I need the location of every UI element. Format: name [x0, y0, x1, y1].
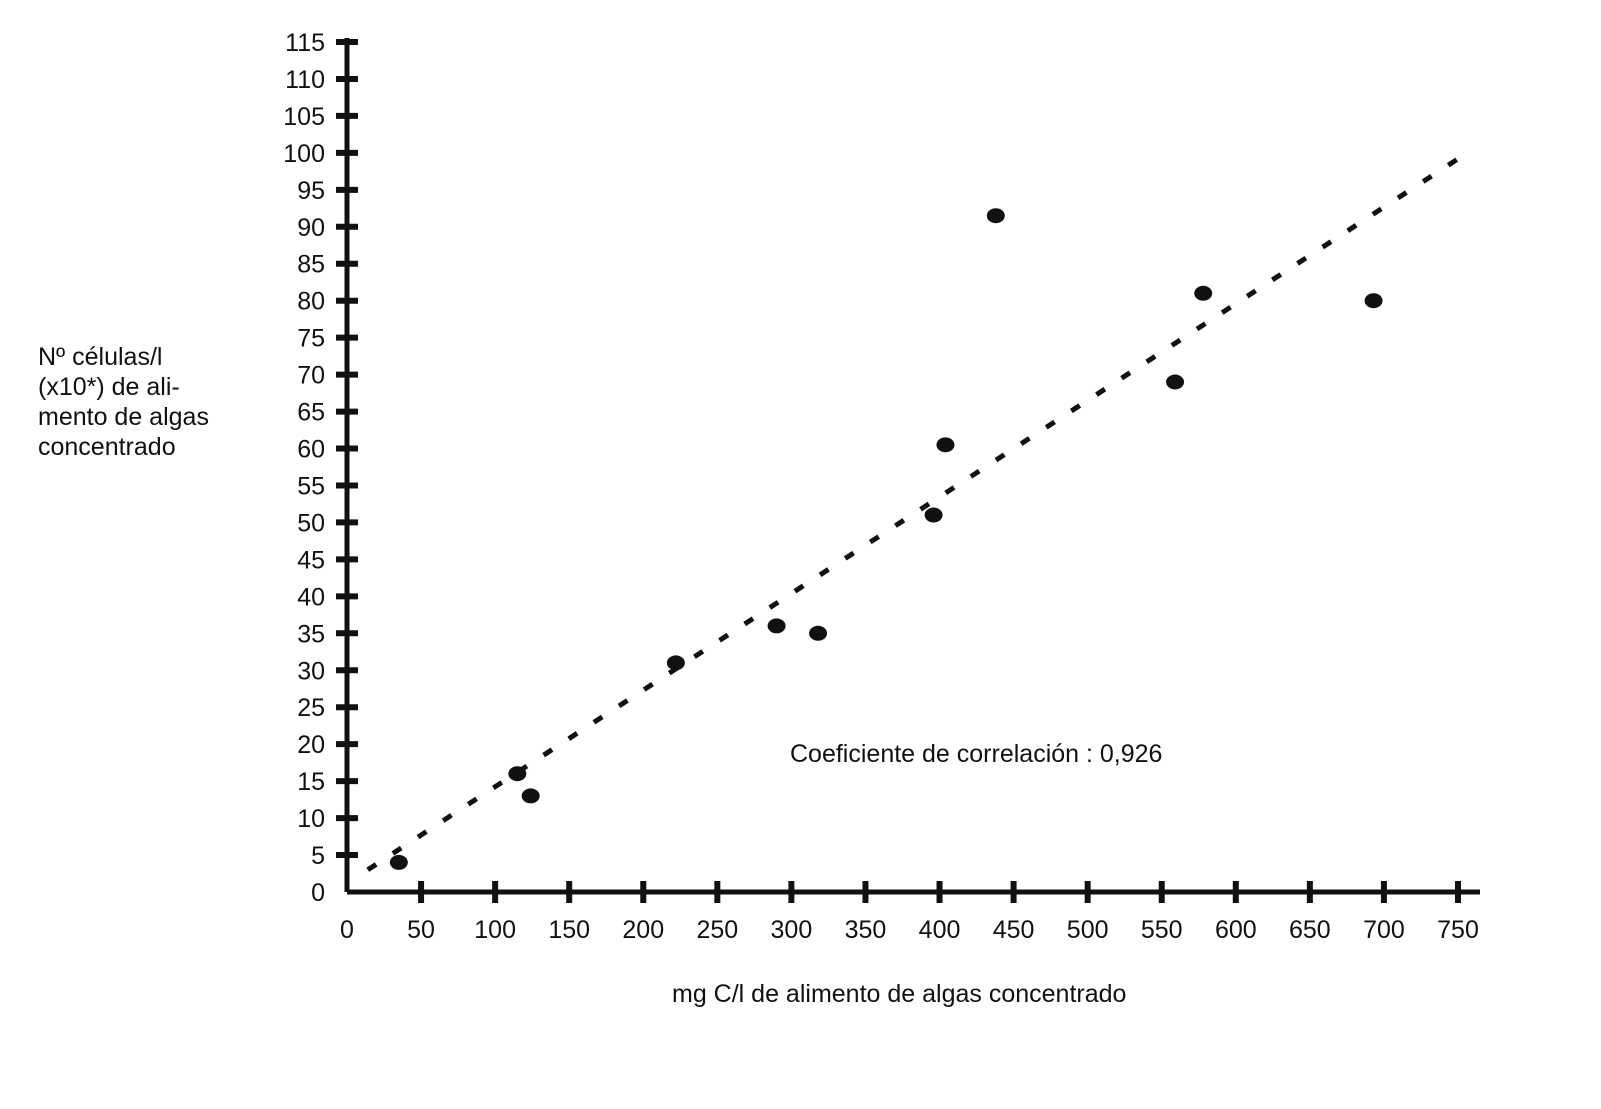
trendline [366, 147, 1475, 872]
x-tick-label-600: 600 [1215, 916, 1257, 944]
y-tick-label-40: 40 [297, 583, 325, 611]
data-point-1 [389, 854, 408, 870]
y-tick-label-60: 60 [297, 436, 325, 464]
y-tick-label-30: 30 [297, 657, 325, 685]
x-tick-label-450: 450 [993, 916, 1035, 944]
data-point-8 [936, 437, 955, 453]
x-tick-label-300: 300 [771, 916, 813, 944]
axes-layer [336, 38, 1480, 903]
y-axis-title-line-3: mento de algas [38, 403, 209, 431]
y-tick-label-35: 35 [297, 620, 325, 648]
data-point-7 [924, 507, 943, 523]
y-tick-label-10: 10 [297, 805, 325, 833]
x-tick-label-250: 250 [696, 916, 738, 944]
x-tick-label-150: 150 [548, 916, 590, 944]
x-tick-label-50: 50 [407, 916, 435, 944]
data-point-10 [1166, 374, 1185, 390]
y-tick-label-5: 5 [311, 842, 325, 870]
x-tick-label-200: 200 [622, 916, 664, 944]
y-tick-label-50: 50 [297, 509, 325, 537]
y-tick-label-45: 45 [297, 546, 325, 574]
x-tick-label-550: 550 [1141, 916, 1183, 944]
x-axis-title: mg C/l de alimento de algas concentrado [672, 980, 1126, 1008]
y-tick-label-20: 20 [297, 731, 325, 759]
x-tick-label-500: 500 [1067, 916, 1109, 944]
y-axis-title-line-2: (x10*) de ali- [38, 373, 180, 401]
data-points-layer [389, 208, 1383, 870]
y-tick-label-25: 25 [297, 694, 325, 722]
x-tick-label-350: 350 [845, 916, 887, 944]
data-point-11 [1194, 285, 1213, 301]
y-tick-label-80: 80 [297, 288, 325, 316]
x-tick-label-650: 650 [1289, 916, 1331, 944]
x-tick-label-700: 700 [1363, 916, 1405, 944]
x-tick-label-0: 0 [340, 916, 354, 944]
correlation-annotation: Coeficiente de correlación : 0,926 [790, 740, 1162, 768]
y-tick-label-15: 15 [297, 768, 325, 796]
y-axis-title-line-1: Nº células/l [38, 343, 163, 371]
y-tick-label-75: 75 [297, 325, 325, 353]
data-point-3 [521, 788, 540, 804]
y-tick-label-85: 85 [297, 251, 325, 279]
trendline-layer [366, 147, 1475, 872]
y-tick-label-105: 105 [283, 103, 325, 131]
y-tick-label-55: 55 [297, 472, 325, 500]
x-tick-label-100: 100 [474, 916, 516, 944]
y-tick-label-70: 70 [297, 362, 325, 390]
y-tick-label-90: 90 [297, 214, 325, 242]
y-tick-label-100: 100 [283, 140, 325, 168]
data-point-4 [666, 655, 685, 671]
data-point-9 [986, 208, 1005, 224]
data-point-5 [767, 618, 786, 634]
y-tick-label-95: 95 [297, 177, 325, 205]
y-axis-title-line-4: concentrado [38, 433, 176, 461]
data-point-6 [809, 625, 828, 641]
y-tick-label-110: 110 [285, 66, 325, 94]
y-tick-label-115: 115 [285, 29, 325, 57]
y-tick-label-0: 0 [311, 879, 325, 907]
data-point-12 [1364, 293, 1383, 309]
tick-labels-layer: 0 50 100 150 200 250 300 350 400 450 500 550 600 650 7… [283, 29, 1479, 944]
y-tick-label-65: 65 [297, 399, 325, 427]
data-point-2 [508, 766, 527, 782]
y-axis-title: Nº células/l (x10*) de ali- mento de alg… [38, 342, 258, 462]
x-tick-label-400: 400 [919, 916, 961, 944]
x-tick-label-750: 750 [1437, 916, 1479, 944]
